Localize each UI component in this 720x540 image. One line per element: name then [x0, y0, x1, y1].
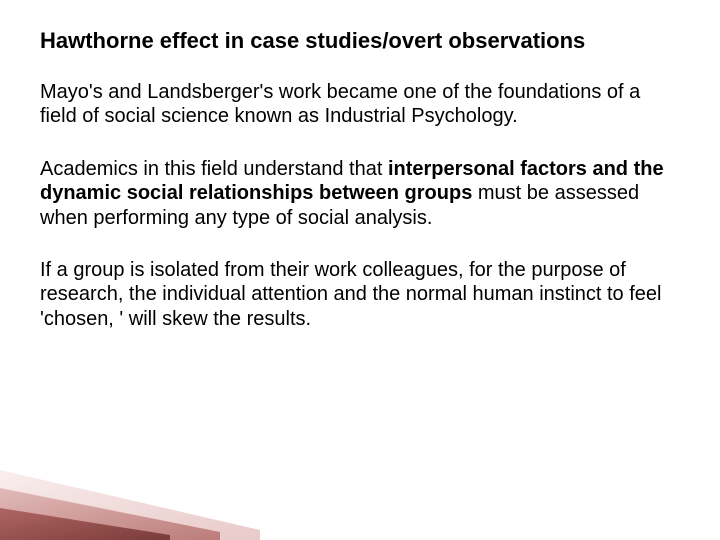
corner-accent-graphic [0, 470, 260, 540]
bullet-1: Mayo's and Landsberger's work became one… [40, 80, 680, 129]
bullet-2-pre: Academics in this field understand that [40, 158, 388, 180]
bullet-3: If a group is isolated from their work c… [40, 258, 680, 331]
bullet-2: Academics in this field understand that … [40, 157, 680, 230]
bullet-3-text: If a group is isolated from their work c… [40, 259, 661, 330]
slide-title: Hawthorne effect in case studies/overt o… [40, 28, 680, 54]
bullet-1-text: Mayo's and Landsberger's work became one… [40, 81, 640, 127]
